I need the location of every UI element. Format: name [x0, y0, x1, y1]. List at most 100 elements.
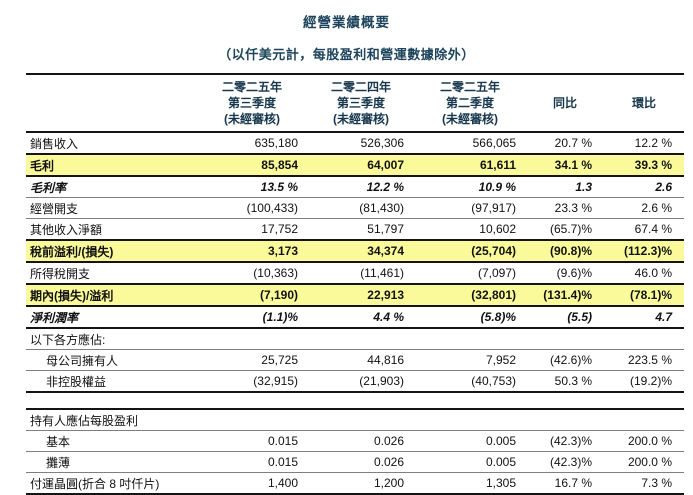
cell-value: 64,007 — [308, 153, 414, 177]
header-line: 第二季度 — [445, 96, 494, 110]
cell-value — [604, 392, 684, 409]
header-line: (未經審核) — [224, 112, 280, 126]
header-line: 第三季度 — [336, 96, 385, 110]
cell-value — [196, 408, 308, 431]
cell-value: 61,611 — [414, 153, 526, 177]
row-label: 付運晶圓(折合 8 吋仟片) — [26, 472, 196, 495]
cell-value: 51,797 — [308, 218, 414, 241]
cell-value: (7,097) — [414, 262, 526, 285]
cell-value: 1.3 — [526, 176, 604, 198]
cell-value: (21,903) — [308, 370, 414, 393]
cell-value: (42.6)% — [526, 349, 604, 371]
cell-value: (5.8)% — [414, 306, 526, 329]
table-row: 淨利潤率 (1.1)% 4.4 % (5.8)% (5.5) 4.7 — [26, 306, 684, 329]
title-block: 經營業績概要 （以仟美元計，每股盈利和營運數據除外） — [0, 0, 693, 63]
cell-value — [308, 392, 414, 409]
cell-value: (5.5) — [526, 306, 604, 329]
cell-value — [604, 327, 684, 350]
cell-value: 16.7 % — [526, 472, 604, 495]
row-label: 所得稅開支 — [26, 262, 196, 285]
cell-value: 0.026 — [308, 430, 414, 452]
cell-value: (11,461) — [308, 262, 414, 285]
cell-value: 4.7 — [604, 306, 684, 329]
header-col-q3-2024: 二零二四年 第三季度 (未經審核) — [308, 73, 414, 133]
row-label: 期內(損失)/溢利 — [26, 283, 196, 307]
cell-value: 0.005 — [414, 451, 526, 473]
table-row: 期內(損失)/溢利 (7,190) 22,913 (32,801) (131.4)% (7… — [26, 283, 684, 307]
cell-value: 7,952 — [414, 349, 526, 371]
table-row: 攤薄 0.015 0.026 0.005 (42.3)% 200.0 % — [26, 451, 684, 473]
table-row: 以下各方應佔: — [26, 327, 684, 350]
header-line: 二零二五年 — [221, 80, 282, 94]
table-row: 付運晶圓(折合 8 吋仟片) 1,400 1,200 1,305 16.7 % 7.3 % — [26, 472, 684, 495]
cell-value: (97,917) — [414, 197, 526, 219]
cell-value — [414, 408, 526, 431]
row-label: 持有人應佔每股盈利 — [26, 408, 196, 431]
cell-value: (1.1)% — [196, 306, 308, 329]
row-label: 稅前溢利/(損失) — [26, 239, 196, 263]
cell-value: 20.7 % — [526, 132, 604, 155]
table-row — [26, 392, 684, 409]
table-row: 銷售收入 635,180 526,306 566,065 20.7 % 12.2 % — [26, 132, 684, 155]
table-header-row: 二零二五年 第三季度 (未經審核) 二零二四年 第三季度 (未經審核) 二零二五… — [26, 73, 684, 133]
page-title: 經營業績概要 — [303, 15, 390, 30]
header-col-yoy: 同比 — [526, 73, 604, 133]
row-label — [26, 392, 196, 409]
cell-value: 7.3 % — [604, 472, 684, 495]
cell-value: (81,430) — [308, 197, 414, 219]
cell-value: 1,305 — [414, 472, 526, 495]
cell-value: 22,913 — [308, 283, 414, 307]
cell-value — [414, 327, 526, 350]
cell-value: 25,725 — [196, 349, 308, 371]
cell-value: 0.015 — [196, 451, 308, 473]
results-table: 二零二五年 第三季度 (未經審核) 二零二四年 第三季度 (未經審核) 二零二五… — [26, 73, 684, 495]
cell-value: (42.3)% — [526, 430, 604, 452]
cell-value: (131.4)% — [526, 283, 604, 307]
cell-value: 0.015 — [196, 430, 308, 452]
row-label: 毛利 — [26, 153, 196, 177]
row-label: 經營開支 — [26, 197, 196, 219]
cell-value — [308, 327, 414, 350]
cell-value: (42.3)% — [526, 451, 604, 473]
table-row: 毛利 85,854 64,007 61,611 34.1 % 39.3 % — [26, 153, 684, 177]
cell-value: 4.4 % — [308, 306, 414, 329]
cell-value: 200.0 % — [604, 430, 684, 452]
header-col-qoq: 環比 — [604, 73, 684, 133]
cell-value — [526, 392, 604, 409]
cell-value: 3,173 — [196, 239, 308, 263]
cell-value: (9.6)% — [526, 262, 604, 285]
page-subtitle: （以仟美元計，每股盈利和營運數據除外） — [218, 47, 475, 62]
cell-value: 46.0 % — [604, 262, 684, 285]
cell-value: (78.1)% — [604, 283, 684, 307]
cell-value — [196, 392, 308, 409]
cell-value: 2.6 — [604, 176, 684, 198]
cell-value: (90.8)% — [526, 239, 604, 263]
cell-value: 34.1 % — [526, 153, 604, 177]
cell-value — [196, 327, 308, 350]
cell-value: 17,752 — [196, 218, 308, 241]
cell-value: 50.3 % — [526, 370, 604, 393]
cell-value: 39.3 % — [604, 153, 684, 177]
cell-value: 10.9 % — [414, 176, 526, 198]
header-line: (未經審核) — [442, 112, 498, 126]
cell-value — [308, 408, 414, 431]
cell-value: (25,704) — [414, 239, 526, 263]
cell-value: 200.0 % — [604, 451, 684, 473]
header-line: 二零二五年 — [439, 80, 500, 94]
cell-value: 13.5 % — [196, 176, 308, 198]
cell-value — [414, 392, 526, 409]
cell-value: 23.3 % — [526, 197, 604, 219]
table-row: 基本 0.015 0.026 0.005 (42.3)% 200.0 % — [26, 430, 684, 452]
table-row: 稅前溢利/(損失) 3,173 34,374 (25,704) (90.8)% (112.… — [26, 239, 684, 263]
cell-value: 67.4 % — [604, 218, 684, 241]
cell-value: 12.2 % — [308, 176, 414, 198]
cell-value: (100,433) — [196, 197, 308, 219]
row-label: 非控股權益 — [26, 370, 196, 393]
row-label: 母公司擁有人 — [26, 349, 196, 371]
cell-value: 44,816 — [308, 349, 414, 371]
row-label: 淨利潤率 — [26, 306, 196, 329]
cell-value — [604, 408, 684, 431]
table-row: 所得稅開支 (10,363) (11,461) (7,097) (9.6)% 46.0 % — [26, 262, 684, 285]
cell-value: 34,374 — [308, 239, 414, 263]
